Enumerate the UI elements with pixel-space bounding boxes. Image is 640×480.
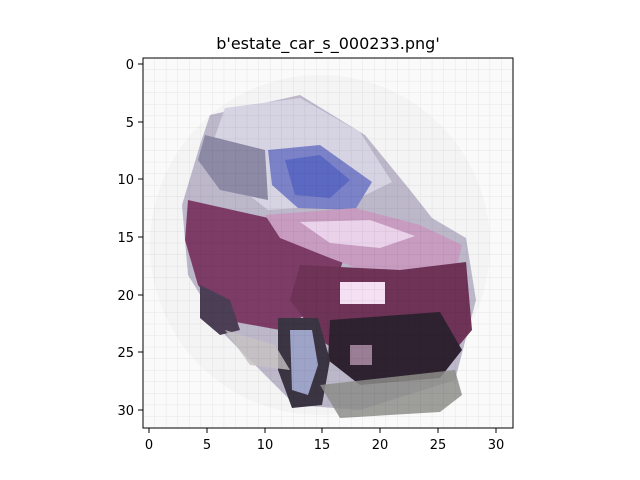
car-plate [350,345,372,365]
y-tick-label: 0 [126,58,134,73]
car-side-window [198,135,268,200]
x-tick-label: 15 [314,438,331,453]
axes-frame [142,57,514,429]
figure-title: b'estate_car_s_000233.png' [216,34,439,54]
car-headlight [340,282,385,304]
y-tick: 5 [126,116,143,131]
car-windshield-dark [285,155,350,198]
car-bumper [328,312,462,385]
car-wheel-rim [290,330,318,395]
y-tick-label: 20 [117,289,134,304]
x-tick: 20 [372,428,389,453]
x-tick: 10 [257,428,274,453]
y-tick: 20 [117,289,143,304]
x-tick: 30 [488,428,505,453]
y-tick: 25 [117,346,143,361]
x-tick: 15 [314,428,331,453]
x-tick-label: 10 [257,438,274,453]
x-tick-label: 30 [488,438,505,453]
y-tick: 15 [117,231,143,246]
y-tick-label: 15 [117,231,134,246]
x-tick-label: 20 [372,438,389,453]
car-rear-wheel [200,285,240,335]
car-image [143,58,513,428]
y-tick-label: 10 [117,173,134,188]
y-tick-label: 30 [117,404,134,419]
y-tick: 30 [117,404,143,419]
y-tick: 10 [117,173,143,188]
x-tick: 25 [430,428,447,453]
x-tick: 0 [145,428,153,453]
y-tick: 0 [126,58,143,73]
car-hood-highlight [300,220,415,248]
y-tick-label: 25 [117,346,134,361]
x-tick-label: 5 [203,438,211,453]
x-tick-label: 25 [430,438,447,453]
pixel-grid [143,58,513,428]
x-tick-label: 0 [145,438,153,453]
y-tick-label: 5 [126,116,134,131]
x-tick: 5 [203,428,211,453]
y-axis: 0 5 10 15 20 25 30 [117,58,143,419]
car-shadow [320,370,462,418]
car-shadow-left [225,330,290,370]
x-axis: 0 5 10 15 20 25 30 [145,428,504,453]
image-axes: 0 5 10 15 20 25 30 0 5 10 15 20 25 30 [117,57,514,453]
